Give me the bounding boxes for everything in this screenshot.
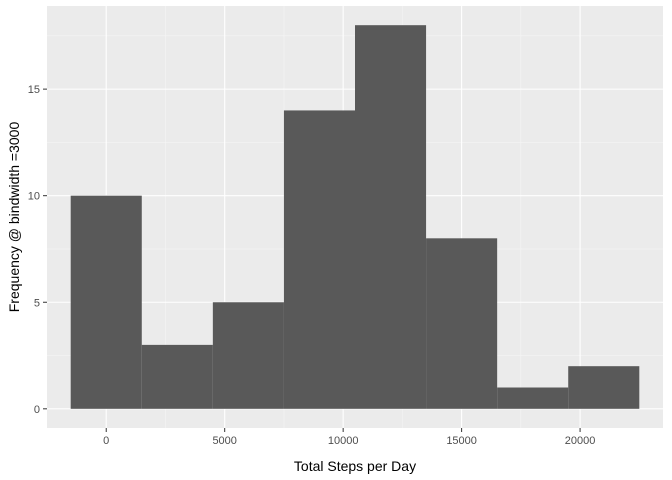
x-tick-label: 10000 — [328, 435, 359, 447]
y-axis-title: Frequency @ bindwidth =3000 — [6, 122, 22, 313]
histogram-bar — [497, 387, 569, 409]
histogram-bar — [141, 344, 213, 409]
histogram-bar — [355, 25, 427, 409]
y-tick-label: 0 — [34, 404, 40, 416]
x-tick-label: 20000 — [565, 435, 596, 447]
histogram-bar — [568, 366, 640, 409]
x-tick-label: 0 — [103, 435, 109, 447]
histogram-bars — [70, 25, 640, 409]
x-tick-label: 15000 — [446, 435, 477, 447]
histogram-bar — [283, 110, 355, 409]
histogram-bar — [70, 195, 142, 409]
x-tick-label: 5000 — [212, 435, 236, 447]
histogram-bar — [426, 238, 498, 409]
y-tick-label: 15 — [28, 84, 40, 96]
y-tick-label: 10 — [28, 191, 40, 203]
plot-panel — [47, 6, 663, 428]
y-axis: 0 5 10 15 — [28, 84, 47, 416]
histogram-bar — [212, 302, 284, 409]
y-tick-label: 5 — [34, 297, 40, 309]
x-axis-title: Total Steps per Day — [294, 458, 416, 474]
x-axis: 0 5000 10000 15000 20000 — [103, 428, 595, 447]
